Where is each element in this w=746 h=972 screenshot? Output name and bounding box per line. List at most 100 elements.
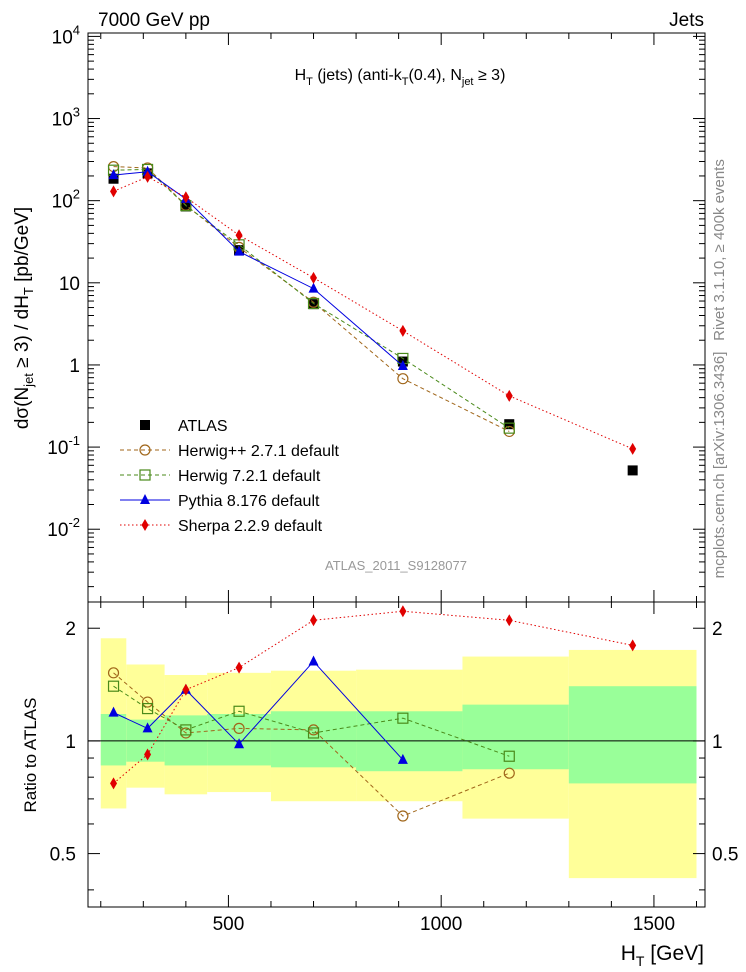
herwig-ratio-point: [233, 705, 245, 717]
atlas-main-point: [627, 465, 638, 476]
sherpa-main-point: [505, 389, 513, 402]
herwig-main-point: [307, 297, 320, 310]
pythia-main-line: [113, 171, 404, 367]
herwig-ratio-line: [113, 672, 510, 817]
legend-marker: [141, 519, 149, 531]
sherpa-main-line: [113, 176, 633, 450]
atlas-main-point: [180, 201, 191, 212]
legend: ATLAS Herwig++ 2.7.1 default Herwig 7.2.1 …: [120, 418, 340, 535]
herwig-ratio-series: [107, 680, 515, 762]
y-tick-label: 104: [52, 22, 80, 48]
y-tick-label: 1: [69, 356, 80, 377]
ratio-panel-series: [107, 605, 637, 822]
legend-marker: [139, 469, 151, 481]
sherpa-ratio-point: [144, 748, 152, 761]
ratio-tick-label-right: 0.5: [712, 845, 738, 866]
atlas-main-point: [308, 299, 319, 310]
pythia-main-point: [234, 245, 245, 256]
herwig-ratio-point: [503, 750, 515, 762]
sherpa-ratio-point: [235, 661, 243, 674]
sherpa-main-point: [310, 271, 318, 284]
herwig-ratio-point: [141, 702, 154, 715]
legend-label: ATLAS: [178, 418, 228, 435]
legend-marker: [140, 420, 150, 430]
sherpa-main-series: [110, 170, 637, 455]
herwig-ratio-point: [141, 696, 154, 708]
pythia-main-series: [108, 165, 408, 371]
legend-entry: ATLAS: [140, 418, 228, 435]
pythia-ratio-line: [113, 660, 404, 761]
mcplots-label: mcplots.cern.ch [arXiv:1306.3436]: [711, 352, 728, 579]
pythia-ratio-point: [234, 738, 245, 749]
herwig-ratio-point: [397, 810, 409, 822]
sherpa-main-point: [182, 191, 190, 204]
pythia-ratio-point: [397, 753, 408, 764]
ratio-panel-frame: [87, 601, 706, 908]
herwig-main-point: [397, 373, 409, 385]
ratio-tick-label-left: 1: [65, 732, 76, 753]
x-axis-label: HT [GeV]: [621, 942, 704, 969]
y-tick-label: 10: [59, 274, 80, 295]
sherpa-main-point: [629, 442, 637, 455]
energy-label: 7000 GeV pp: [98, 10, 210, 31]
herwig-ratio-line: [113, 685, 510, 757]
sherpa-main-point: [235, 229, 243, 242]
herwig-ratio-point: [233, 722, 245, 734]
legend-entry: Sherpa 2.2.9 default: [120, 518, 323, 535]
y-tick-label: 10-2: [47, 515, 80, 541]
ratio-uncertainty-bands: [100, 638, 697, 879]
sherpa-ratio-point: [629, 639, 637, 652]
inner-uncertainty-band: [100, 713, 127, 766]
herwig-ratio-point: [503, 767, 515, 779]
legend-entry: Herwig 7.2.1 default: [120, 468, 321, 485]
y-tick-label: 103: [52, 105, 80, 131]
y-tick-label: 102: [52, 187, 80, 213]
herwig-main-point: [503, 422, 515, 434]
analysis-id: ATLAS_2011_S9128077: [325, 558, 467, 573]
x-tick-label: 1000: [420, 914, 462, 935]
main-panel-frame: [87, 32, 706, 603]
sherpa-ratio-line: [113, 610, 633, 784]
pythia-ratio-point: [308, 655, 319, 666]
pythia-main-point: [397, 360, 408, 371]
y-axis-label: dσ(Njet ≥ 3) / dHT [pb/GeV]: [12, 207, 36, 429]
rivet-version-label: Rivet 3.1.10, ≥ 400k events: [711, 159, 728, 341]
legend-label: Herwig++ 2.7.1 default: [178, 443, 340, 460]
legend-marker: [139, 444, 151, 456]
herwig-ratio-point: [307, 727, 320, 739]
sherpa-main-point: [110, 185, 118, 198]
legend-entry: Herwig++ 2.7.1 default: [120, 443, 340, 460]
ratio-axis-label: Ratio to ATLAS: [21, 698, 40, 813]
herwig-ratio-point: [107, 667, 120, 679]
herwig-ratio-point: [107, 680, 120, 692]
axis-tick-labels: 500 1000 1500 10-2 10-1 1 10 102 103 104 0.5 0.5 1 1 2…: [47, 22, 738, 935]
ratio-tick-label-left: 0.5: [50, 845, 76, 866]
herwig-ratio-point: [397, 712, 409, 724]
sherpa-ratio-point: [110, 777, 118, 790]
sherpa-ratio-point: [399, 605, 407, 618]
ratio-tick-label-right: 1: [712, 732, 723, 753]
ratio-tick-label-right: 2: [712, 619, 723, 640]
inner-uncertainty-band: [164, 715, 208, 766]
plot-title: HT (jets) (anti-kT(0.4), Njet ≥ 3): [295, 67, 506, 88]
axis-ticks: [88, 33, 705, 907]
legend-label: Sherpa 2.2.9 default: [178, 518, 323, 535]
inner-uncertainty-band: [462, 704, 569, 770]
herwig-main-series: [107, 163, 515, 434]
sherpa-ratio-series: [110, 605, 637, 790]
herwig-main-line: [113, 168, 510, 429]
x-tick-label: 500: [213, 914, 245, 935]
legend-label: Pythia 8.176 default: [178, 493, 320, 510]
sherpa-ratio-point: [505, 614, 513, 627]
sherpa-ratio-point: [182, 683, 190, 696]
legend-entry: Pythia 8.176 default: [120, 493, 320, 510]
sherpa-main-point: [399, 324, 407, 337]
sherpa-ratio-point: [310, 614, 318, 627]
legend-marker: [140, 494, 150, 504]
inner-uncertainty-band: [568, 686, 697, 784]
sherpa-main-point: [144, 170, 152, 183]
ratio-tick-label-left: 2: [65, 619, 76, 640]
herwig-ratio-point: [180, 724, 192, 736]
pythia-ratio-point: [142, 722, 153, 733]
